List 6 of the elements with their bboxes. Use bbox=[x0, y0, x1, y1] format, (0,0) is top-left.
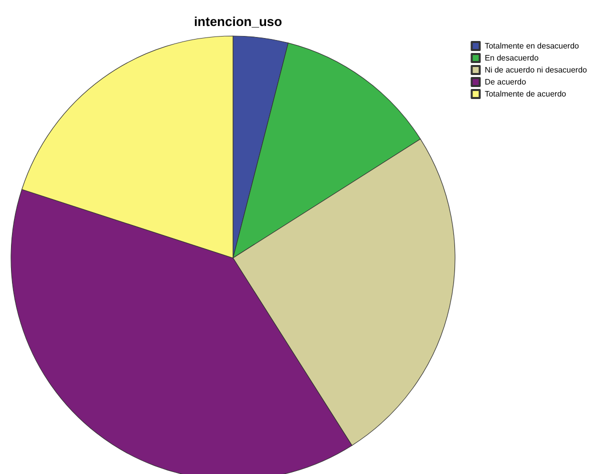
legend-label: En desacuerdo bbox=[484, 54, 540, 62]
legend-label: De acuerdo bbox=[484, 78, 527, 86]
chart-title: intencion_uso bbox=[194, 14, 282, 29]
legend-label: Totalmente de acuerdo bbox=[484, 90, 567, 98]
legend-label: Totalmente en desacuerdo bbox=[484, 42, 580, 50]
legend-label: Ni de acuerdo ni desacuerdo bbox=[484, 66, 588, 74]
